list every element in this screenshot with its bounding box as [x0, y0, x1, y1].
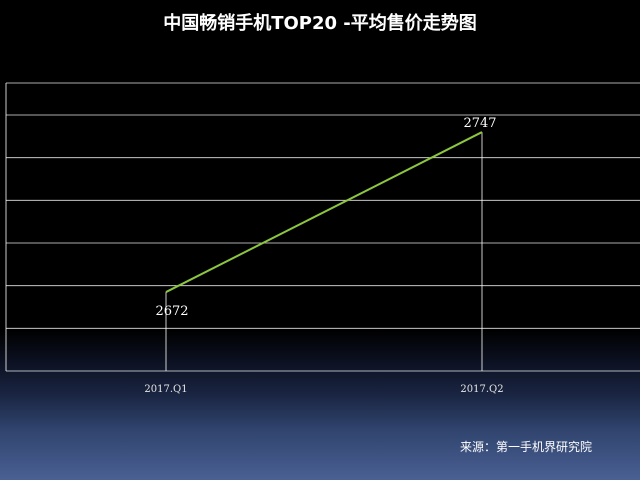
chart-title: 中国畅销手机TOP20 -平均售价走势图 [163, 12, 477, 34]
data-labels: 2672 2747 [155, 116, 496, 319]
x-tick-labels: 2017.Q1 2017.Q2 [144, 384, 503, 395]
data-label-0: 2672 [155, 304, 188, 319]
source-note: 来源：第一手机界研究院 [460, 439, 592, 454]
data-label-1: 2747 [463, 116, 496, 131]
series-line [165, 131, 483, 293]
series-group [165, 131, 483, 293]
gridlines [6, 82, 640, 372]
x-tick-label-1: 2017.Q2 [460, 384, 503, 395]
x-tick-label-0: 2017.Q1 [144, 384, 187, 395]
drop-lines [165, 132, 483, 371]
